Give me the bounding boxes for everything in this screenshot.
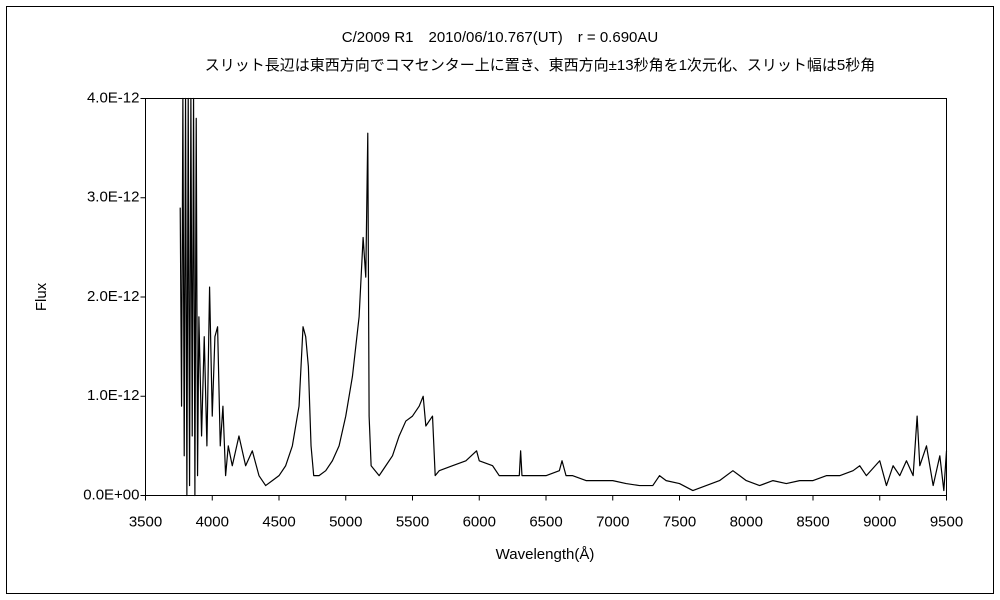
x-tick-label: 6500 — [529, 513, 562, 530]
x-tick-label: 9500 — [930, 513, 963, 530]
x-tick-label: 8500 — [796, 513, 829, 530]
chart-title: C/2009 R1 2010/06/10.767(UT) r = 0.690AU — [342, 29, 658, 46]
x-tick-label: 5500 — [396, 513, 429, 530]
x-tick-label: 4000 — [196, 513, 229, 530]
chart-subtitle: スリット長辺は東西方向でコマセンター上に置き、東西方向±13秒角を1次元化、スリ… — [205, 57, 876, 74]
x-axis-label: Wavelength(Å) — [496, 546, 595, 563]
x-tick-label: 4500 — [262, 513, 295, 530]
x-tick-label: 8000 — [730, 513, 763, 530]
x-tick-label: 5000 — [329, 513, 362, 530]
x-tick-label: 7000 — [596, 513, 629, 530]
y-axis-label: Flux — [33, 282, 50, 311]
x-tick-label: 3500 — [129, 513, 162, 530]
x-tick-label: 6000 — [463, 513, 496, 530]
x-tick-label: 7500 — [663, 513, 696, 530]
y-tick-label: 2.0E-12 — [87, 288, 140, 305]
y-tick-label: 1.0E-12 — [87, 387, 140, 404]
y-tick-label: 4.0E-12 — [87, 89, 140, 106]
x-tick-label: 9000 — [863, 513, 896, 530]
spectrum-line — [179, 97, 948, 497]
chart-frame — [6, 6, 994, 594]
y-tick-label: 3.0E-12 — [87, 189, 140, 206]
y-tick-label: 0.0E+00 — [83, 486, 139, 503]
